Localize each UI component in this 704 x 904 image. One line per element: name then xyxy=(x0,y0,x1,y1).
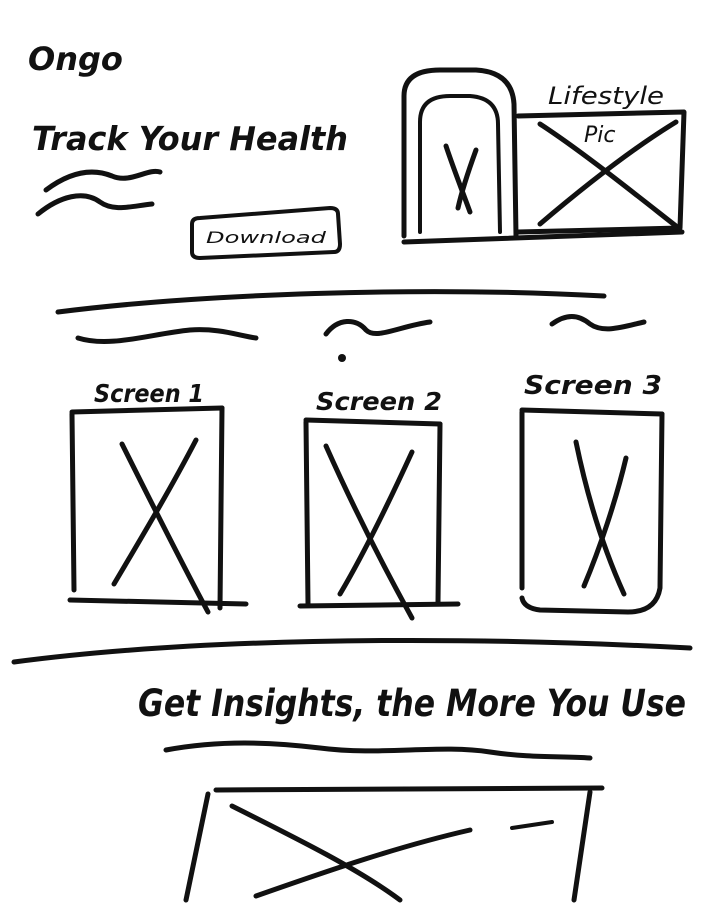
screen-3-label: Screen 3 xyxy=(524,371,662,401)
hero-lifestyle-image-placeholder: Lifestyle Pic xyxy=(515,82,687,235)
hero-subtext-scribble xyxy=(35,168,163,217)
brand-logo-text: Ongo xyxy=(28,40,123,78)
lifestyle-label-line2: Pic xyxy=(584,123,615,148)
screen-1-label: Screen 1 xyxy=(94,379,204,408)
insights-image-placeholder xyxy=(183,785,605,903)
screen-2-card: Screen 2 xyxy=(297,387,461,621)
insights-subtext-scribble xyxy=(163,740,593,761)
section-divider-bottom xyxy=(11,637,693,665)
screens-caption-scribbles xyxy=(75,314,647,362)
download-button[interactable]: Download xyxy=(190,206,342,260)
screen-2-label: Screen 2 xyxy=(316,387,442,416)
lifestyle-label-line1: Lifestyle xyxy=(548,82,664,110)
hero-baseline xyxy=(401,229,685,245)
hero-headline: Track Your Health xyxy=(32,119,348,158)
hero-phone-placeholder xyxy=(401,67,519,239)
insights-headline: Get Insights, the More You Use xyxy=(138,682,686,725)
download-button-label: Download xyxy=(206,228,327,247)
screen-1-card: Screen 1 xyxy=(67,379,249,615)
section-divider-top xyxy=(55,289,607,315)
screen-3-card: Screen 3 xyxy=(519,371,665,615)
